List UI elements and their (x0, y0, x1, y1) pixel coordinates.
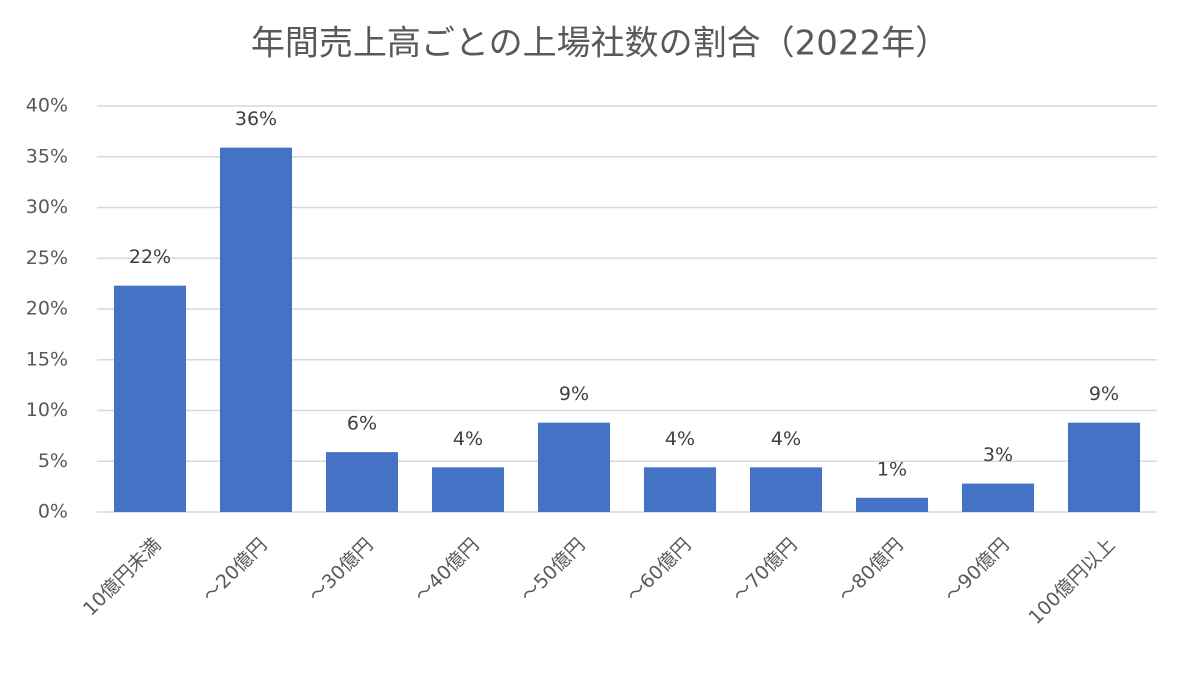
x-tick-label: ～20億円 (198, 534, 271, 607)
bar (643, 467, 717, 512)
bar (961, 483, 1035, 512)
data-label: 4% (665, 428, 695, 450)
bar (219, 147, 293, 513)
x-tick-label: 10億円未満 (79, 534, 165, 620)
data-label: 4% (453, 428, 483, 450)
bar (431, 467, 505, 512)
bar (855, 497, 929, 512)
data-label: 1% (877, 458, 907, 480)
data-label: 6% (347, 413, 377, 435)
x-tick-label: ～70億円 (728, 534, 801, 607)
data-label: 3% (983, 444, 1013, 466)
y-tick-label: 10% (26, 399, 68, 421)
x-tick-label: ～50億円 (516, 534, 589, 607)
y-tick-label: 25% (26, 247, 68, 269)
data-label: 36% (235, 108, 277, 130)
y-tick-label: 5% (38, 450, 68, 472)
bar (1067, 422, 1141, 512)
data-label: 9% (559, 383, 589, 405)
x-tick-label: ～40億円 (410, 534, 483, 607)
bar (113, 285, 187, 512)
y-tick-label: 30% (26, 196, 68, 218)
x-tick-label: ～90億円 (940, 534, 1013, 607)
y-tick-label: 35% (26, 145, 68, 167)
y-tick-label: 20% (26, 298, 68, 320)
x-tick-label: ～30億円 (304, 534, 377, 607)
y-tick-label: 15% (26, 348, 68, 370)
chart-title: 年間売上高ごとの上場社数の割合（2022年） (251, 24, 949, 64)
data-label: 4% (771, 428, 801, 450)
data-label: 9% (1089, 383, 1119, 405)
bar (749, 467, 823, 512)
bar (537, 422, 611, 512)
y-tick-label: 0% (38, 501, 68, 523)
data-label: 22% (129, 246, 171, 268)
x-tick-label: ～80億円 (834, 534, 907, 607)
bar (325, 452, 399, 512)
x-tick-label: ～60億円 (622, 534, 695, 607)
x-tick-label: 100億円以上 (1024, 534, 1119, 629)
y-tick-label: 40% (26, 95, 68, 117)
